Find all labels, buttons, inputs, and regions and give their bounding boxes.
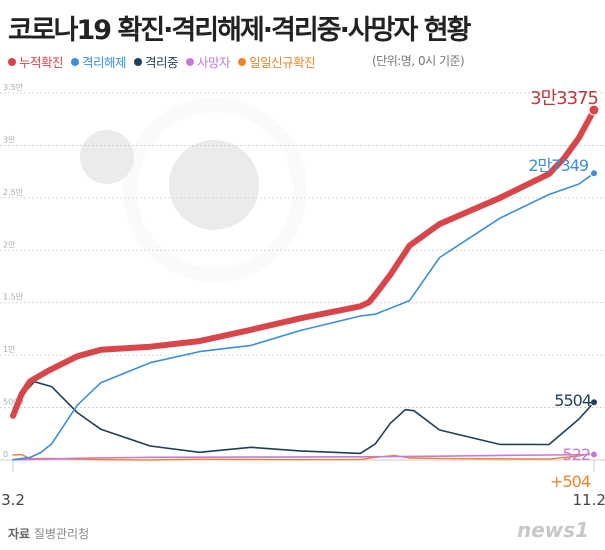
- legend: 누적확진 격리해제 격리중 사망자 일일신규확진: [8, 52, 316, 71]
- legend-item-isolating: 격리중: [134, 52, 179, 71]
- series-line-deaths: [12, 453, 595, 461]
- series-line-released: [12, 172, 595, 461]
- legend-label: 격리중: [145, 55, 179, 70]
- y-tick-label: 3만: [3, 135, 16, 144]
- series-line-confirmed: [10, 107, 597, 419]
- end-point-released: [590, 169, 598, 178]
- source-note: 자료 질병관리청: [8, 525, 89, 542]
- unit-note: (단위:명, 0시 기준): [372, 54, 465, 68]
- legend-dot-icon: [134, 57, 143, 66]
- legend-label: 누적확진: [19, 55, 64, 70]
- y-tick-label: 2만: [3, 240, 16, 249]
- legend-item-daily: 일일신규확진: [238, 52, 316, 71]
- series-line-isolating: [12, 380, 595, 455]
- y-tick-label: 2.5만: [3, 188, 24, 197]
- legend-dot-icon: [8, 57, 16, 66]
- news1-logo: news1: [517, 518, 590, 542]
- legend-item-released: 격리해제: [71, 52, 127, 71]
- legend-dot-icon: [238, 57, 247, 66]
- end-point-confirmed: [588, 104, 600, 116]
- page-title: 코로나19 확진·격리해제·격리중·사망자 현황: [8, 15, 471, 46]
- legend-dot-icon: [186, 57, 195, 66]
- legend-item-deaths: 사망자: [186, 52, 231, 71]
- y-tick-label: 1.5만: [3, 293, 24, 302]
- legend-item-confirmed: 누적확진: [8, 52, 64, 71]
- virus-watermark: [80, 98, 307, 282]
- legend-label: 사망자: [197, 55, 231, 70]
- end-point-isolating: [590, 398, 598, 407]
- y-tick-label: 1만: [3, 345, 16, 354]
- end-label-daily: +504: [550, 472, 591, 491]
- source-label: 자료: [8, 527, 31, 541]
- end-point-deaths: [590, 450, 598, 459]
- legend-label: 일일신규확진: [249, 55, 316, 70]
- end-label-confirmed: 3만3375: [530, 88, 598, 109]
- y-tick-label: 5000: [3, 398, 23, 407]
- x-tick-label: 11.28: [573, 491, 605, 509]
- end-label-deaths: 522: [562, 445, 590, 464]
- x-tick-label: 3.2: [1, 491, 25, 509]
- end-label-released: 2만7349: [528, 156, 588, 175]
- legend-dot-icon: [71, 57, 80, 66]
- y-tick-label: 0: [3, 450, 8, 459]
- source-name: 질병관리청: [33, 527, 90, 541]
- end-label-isolating: 5504: [554, 391, 592, 410]
- y-tick-label: 3.5만: [3, 83, 24, 92]
- legend-label: 격리해제: [82, 55, 127, 70]
